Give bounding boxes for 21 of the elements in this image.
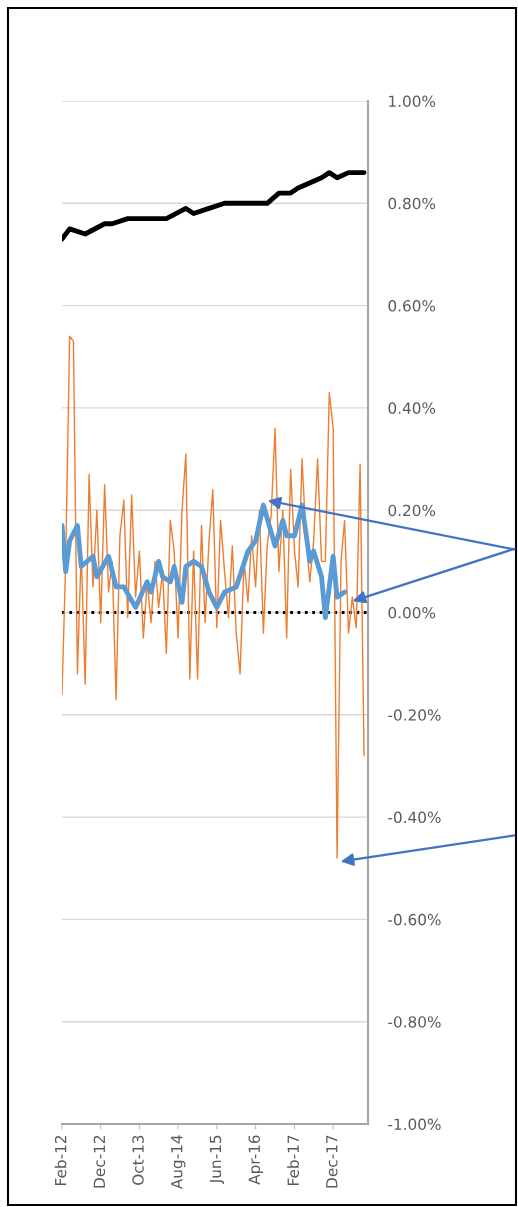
line-series — [62, 170, 367, 242]
y-tick-label: 0.00% — [388, 606, 436, 619]
line-series — [62, 502, 348, 621]
y-tick-label: 0.60% — [388, 300, 436, 312]
x-tick-label: Oct-13 — [132, 1135, 144, 1185]
y-tick-label: -0.40% — [388, 811, 441, 824]
y-tick-label: 1.00% — [389, 95, 436, 108]
x-tick-label: Jun-15 — [209, 1135, 225, 1185]
x-tick-label: Apr-16 — [248, 1135, 263, 1185]
y-tick-label: -0.60% — [388, 913, 441, 926]
x-tick-label: Dec-12 — [93, 1135, 106, 1188]
x-tick-label: Aug-14 — [171, 1135, 186, 1190]
y-tick-label: -1.00% — [388, 1118, 441, 1131]
y-tick-label: -0.20% — [388, 709, 441, 721]
x-tick-label: Dec-17 — [326, 1135, 338, 1188]
x-tick-label: Feb-17 — [287, 1135, 299, 1185]
x-tick-label: Feb-12 — [54, 1135, 67, 1185]
y-tick-label: 0.40% — [388, 402, 436, 414]
y-tick-label: 0.80% — [388, 197, 436, 210]
y-tick-label: -0.80% — [388, 1016, 441, 1028]
y-tick-label: 0.20% — [388, 504, 436, 517]
